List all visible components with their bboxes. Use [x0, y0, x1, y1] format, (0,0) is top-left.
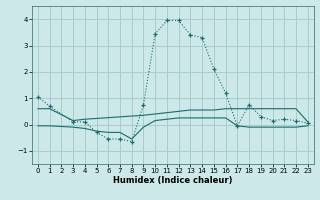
X-axis label: Humidex (Indice chaleur): Humidex (Indice chaleur)	[113, 176, 233, 185]
